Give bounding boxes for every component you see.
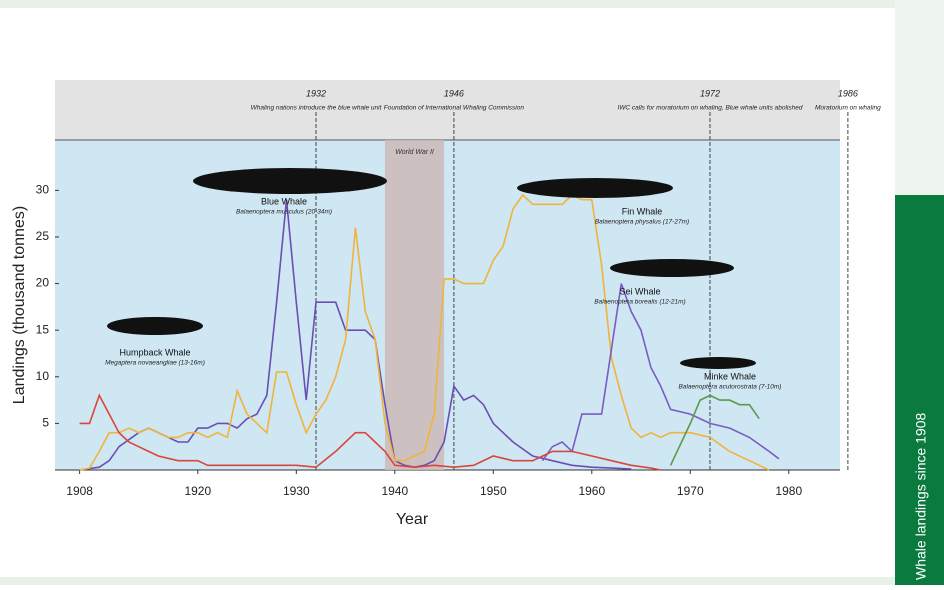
y-tick-label: 10 xyxy=(36,369,50,383)
annotation-band xyxy=(55,80,840,140)
event-year: 1932 xyxy=(306,88,326,98)
series-line xyxy=(79,393,661,471)
series-line xyxy=(541,283,780,462)
war-label: World War II xyxy=(395,149,434,156)
side-tab xyxy=(895,195,944,585)
series-line xyxy=(79,193,770,471)
whale-name: Blue Whale xyxy=(261,196,307,206)
whale-name: Minke Whale xyxy=(704,371,756,381)
event-text: IWC calls for moratorium on whaling, Blu… xyxy=(617,105,802,112)
x-tick-label: 1940 xyxy=(381,484,408,498)
series-line xyxy=(669,394,760,466)
humpback-whale-icon xyxy=(107,317,203,335)
x-tick-label: 1960 xyxy=(578,484,605,498)
side-title: Whale landings since 1908 xyxy=(913,412,929,580)
event-year: 1972 xyxy=(700,88,720,98)
x-tick-label: 1920 xyxy=(184,484,211,498)
blue-whale-icon xyxy=(193,168,387,194)
top-bar xyxy=(0,0,895,8)
bottom-bar xyxy=(0,577,895,585)
whale-species: Balaenoptera physalus (17-27m) xyxy=(595,219,689,226)
whale-species: Balaenoptera acutorostrata (7-10m) xyxy=(679,384,782,391)
y-tick-label: 5 xyxy=(42,416,49,430)
whale-species: Balaenoptera musculus (20-34m) xyxy=(236,209,332,216)
y-tick-label: 30 xyxy=(36,183,50,197)
event-text: Moratorium on whaling xyxy=(815,105,881,112)
whale-species: Balaenoptera borealis (12-21m) xyxy=(594,299,685,306)
event-year: 1946 xyxy=(444,88,464,98)
event-year: 1986 xyxy=(838,88,858,98)
series-line xyxy=(79,199,632,471)
plot-area xyxy=(55,140,840,470)
side-strip xyxy=(895,0,944,195)
minke-whale-icon xyxy=(680,357,756,369)
y-tick-label: 25 xyxy=(36,229,50,243)
event-text: Whaling nations introduce the blue whale… xyxy=(251,105,383,112)
whale-silhouettes xyxy=(107,168,756,369)
event-text: Foundation of International Whaling Comm… xyxy=(384,105,525,112)
sei-whale-icon xyxy=(610,259,734,277)
x-tick-label: 1970 xyxy=(677,484,704,498)
x-tick-label: 1908 xyxy=(66,484,93,498)
x-tick-label: 1950 xyxy=(480,484,507,498)
x-tick-label: 1930 xyxy=(283,484,310,498)
whale-species: Megaptera novaeangliae (13-16m) xyxy=(105,360,205,367)
y-tick-label: 15 xyxy=(36,322,50,336)
y-axis-label: Landings (thousand tonnes) xyxy=(11,206,28,404)
x-axis-label: Year xyxy=(396,511,429,528)
whale-name: Humpback Whale xyxy=(119,347,190,357)
war-band xyxy=(384,140,445,470)
x-tick-label: 1980 xyxy=(775,484,802,498)
whale-name: Fin Whale xyxy=(622,206,663,216)
whale-name: Sei Whale xyxy=(619,286,660,296)
fin-whale-icon xyxy=(517,178,673,198)
y-tick-label: 20 xyxy=(36,276,50,290)
